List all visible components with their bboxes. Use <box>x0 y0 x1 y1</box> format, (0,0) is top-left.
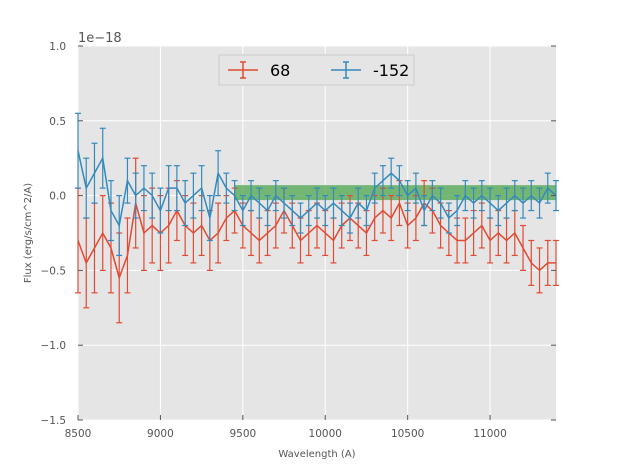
band-region <box>234 185 556 201</box>
y-axis-label: Flux (erg/s/cm^2/A) <box>23 183 34 283</box>
y-tick-label: −1.0 <box>41 340 67 352</box>
band-layer <box>234 185 556 201</box>
x-tick-label: 10000 <box>309 428 342 440</box>
legend-box <box>218 54 415 86</box>
x-tick-label: 9000 <box>147 428 174 440</box>
legend-item-1: 68 <box>228 61 290 80</box>
x-tick-label: 8500 <box>65 428 92 440</box>
legend-item-2: -152 <box>331 61 409 80</box>
x-tick-label: 11000 <box>473 428 506 440</box>
x-axis-label: Wavelength (A) <box>278 449 355 460</box>
y-tick-label: 0.5 <box>49 116 66 128</box>
series-line <box>77 201 556 281</box>
y-offset-label: 1e−18 <box>78 31 122 46</box>
legend-label: -152 <box>373 61 409 80</box>
series-2 <box>75 112 559 257</box>
series-line <box>77 150 557 228</box>
legend-label: 68 <box>270 61 290 80</box>
y-tick-label: −0.5 <box>41 265 67 277</box>
series-layer <box>75 112 559 324</box>
ticks: 8500 9000 9500 10000 10500 11000 −1.5 −1.0 −0.5 0… <box>41 41 556 440</box>
y-tick-label: −1.5 <box>41 415 67 427</box>
y-tick-label: 1.0 <box>49 41 66 53</box>
x-tick-label: 10500 <box>391 428 424 440</box>
y-tick-label: 0.0 <box>49 191 66 203</box>
x-tick-label: 9500 <box>229 428 256 440</box>
legend: 68 -152 <box>218 54 415 86</box>
